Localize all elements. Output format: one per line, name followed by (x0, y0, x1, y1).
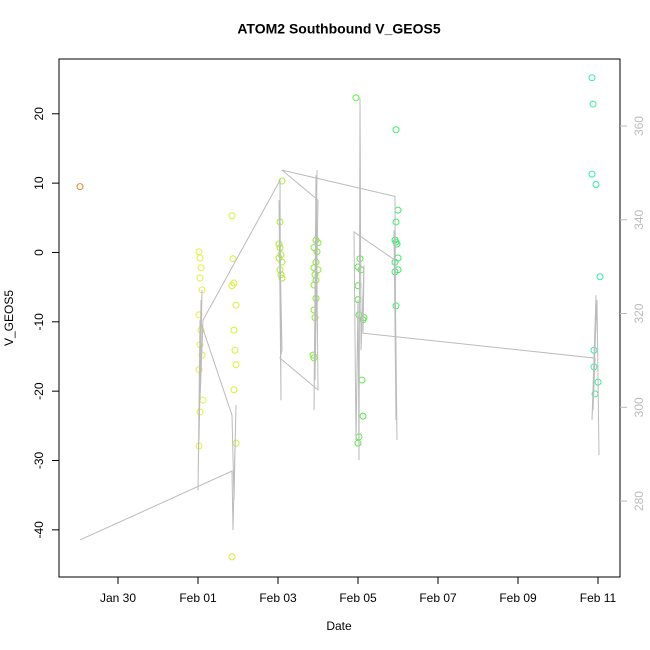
point (589, 100, 597, 108)
point (230, 326, 238, 334)
point (359, 412, 367, 420)
point (232, 361, 240, 369)
point (394, 206, 402, 214)
y2-tick-label: 280 (632, 491, 646, 511)
point (76, 183, 84, 191)
x-tick-label: Feb 09 (499, 591, 537, 605)
point (394, 254, 402, 262)
y-tick-label: -20 (32, 382, 46, 400)
x-tick-label: Feb 05 (339, 591, 377, 605)
point (352, 94, 360, 102)
point (392, 218, 400, 226)
point (199, 396, 207, 404)
y-tick-label: 0 (32, 249, 46, 256)
y-tick-label: -30 (32, 452, 46, 470)
y2-tick-label: 320 (632, 303, 646, 323)
point (588, 74, 596, 82)
point (392, 126, 400, 134)
plot-box (58, 58, 621, 578)
x-tick-label: Feb 11 (580, 591, 617, 605)
y-axis-label: V_GEOS5 (2, 290, 16, 346)
x-axis-label: Date (326, 619, 352, 633)
point (231, 346, 239, 354)
point (196, 254, 204, 262)
y2-tick-label: 360 (632, 116, 646, 136)
y-tick-label: -40 (32, 521, 46, 539)
x-tick-label: Feb 03 (259, 591, 297, 605)
y-tick-label: 20 (32, 107, 46, 121)
point (232, 439, 240, 447)
point (197, 264, 205, 272)
chart-title: ATOM2 Southbound V_GEOS5 (237, 21, 440, 37)
y2-tick-label: 300 (632, 397, 646, 417)
point (278, 258, 286, 266)
point (228, 282, 236, 290)
point (596, 273, 604, 281)
track-line (79, 98, 600, 541)
point (588, 170, 596, 178)
point (228, 553, 236, 561)
point (354, 439, 362, 447)
y-tick-label: -10 (32, 313, 46, 331)
point (196, 274, 204, 282)
x-tick-label: Feb 07 (419, 591, 457, 605)
point (278, 274, 286, 282)
x-tick-label: Feb 01 (179, 591, 217, 605)
point (277, 251, 285, 259)
point (229, 255, 237, 263)
point (230, 386, 238, 394)
point (195, 248, 203, 256)
y-tick-label: 10 (32, 176, 46, 190)
point (592, 181, 600, 189)
x-tick-label: Jan 30 (100, 591, 136, 605)
y2-tick-label: 340 (632, 209, 646, 229)
point (354, 282, 362, 290)
point (232, 301, 240, 309)
point (358, 376, 366, 384)
point (228, 212, 236, 220)
point (278, 177, 286, 185)
